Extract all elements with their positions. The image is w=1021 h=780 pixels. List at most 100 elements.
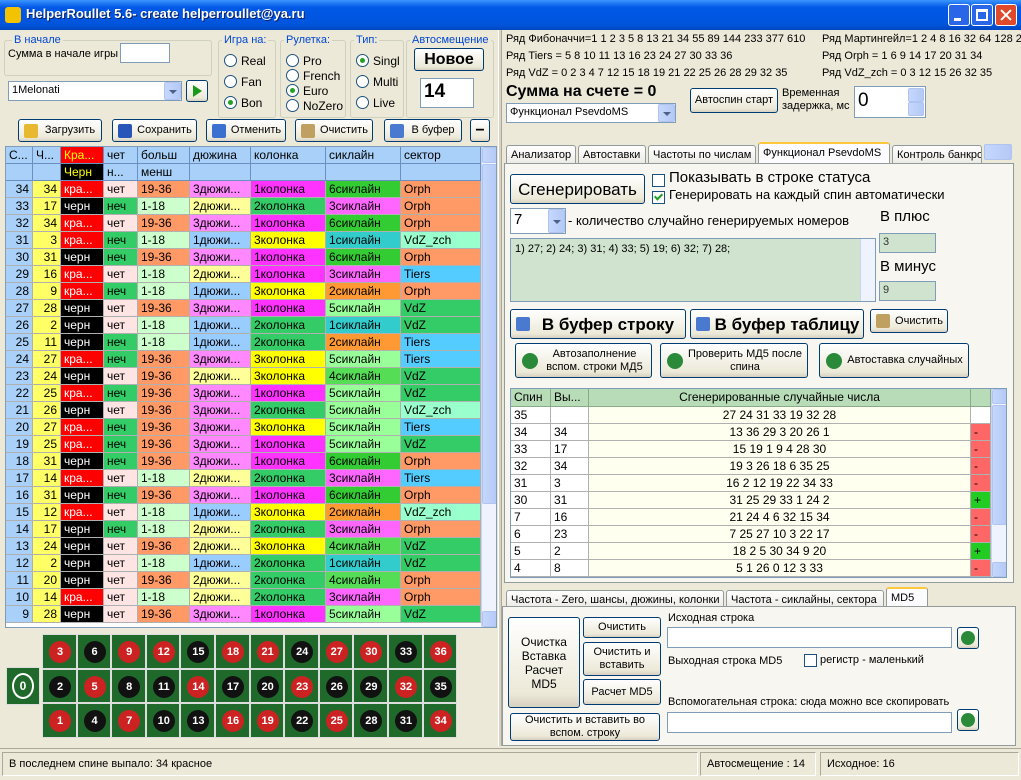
md5-main-button[interactable]: Очистка Вставка Расчет MD5: [508, 617, 580, 708]
play-button[interactable]: [186, 80, 208, 102]
board-cell[interactable]: 12: [145, 634, 181, 669]
board-cell[interactable]: 4: [76, 703, 112, 738]
zero-cell[interactable]: 0: [6, 667, 40, 705]
icon-button[interactable]: [957, 709, 979, 731]
board-cell[interactable]: 6: [76, 634, 112, 669]
tab[interactable]: Автоставки: [578, 145, 646, 163]
clear-paste-button[interactable]: Очистить и вставить: [583, 642, 661, 676]
board-cell[interactable]: 25: [318, 703, 354, 738]
scroll-up[interactable]: [992, 389, 1006, 404]
board-cell[interactable]: 14: [180, 668, 215, 703]
board-cell[interactable]: 1: [42, 703, 77, 738]
board-cell[interactable]: 26: [318, 668, 354, 703]
board-cell[interactable]: 28: [353, 703, 388, 738]
aux-paste-button[interactable]: Очистить и вставить во вспом. строку: [510, 713, 660, 741]
toolbar-button[interactable]: В буфер: [384, 119, 462, 142]
radio-button[interactable]: [286, 99, 299, 112]
checkbox[interactable]: [652, 174, 665, 187]
toolbar-button[interactable]: Очистить: [295, 119, 373, 142]
action-button[interactable]: Проверить МД5 после спина: [660, 343, 808, 378]
board-cell[interactable]: 8: [111, 668, 146, 703]
checkbox[interactable]: [652, 191, 665, 204]
board-cell[interactable]: 9: [111, 634, 146, 669]
board-cell[interactable]: 11: [145, 668, 181, 703]
radio-button[interactable]: [286, 84, 299, 97]
count-combo[interactable]: 7: [510, 208, 566, 234]
radio-button[interactable]: [224, 75, 237, 88]
board-cell[interactable]: 5: [76, 668, 112, 703]
source-input[interactable]: [667, 627, 952, 648]
board-cell[interactable]: 22: [284, 703, 319, 738]
spin-down[interactable]: [908, 102, 924, 116]
board-cell[interactable]: 10: [145, 703, 181, 738]
board-cell[interactable]: 24: [284, 634, 319, 669]
toolbar-button[interactable]: Отменить: [206, 119, 286, 142]
new-button[interactable]: Новое: [414, 48, 484, 71]
toolbar-button[interactable]: Загрузить: [18, 119, 102, 142]
icon-button[interactable]: [957, 627, 979, 649]
calc-md5-button[interactable]: Расчет MD5: [583, 679, 661, 705]
board-cell[interactable]: 35: [422, 668, 458, 703]
clear-button[interactable]: Очистить: [583, 617, 661, 638]
minimize-button[interactable]: [948, 4, 970, 26]
board-cell[interactable]: 3: [42, 634, 77, 669]
copy-button[interactable]: В буфер таблицу: [690, 309, 864, 339]
tab[interactable]: Функционал PsevdoMS: [758, 142, 890, 163]
board-cell[interactable]: 36: [422, 634, 458, 669]
scroll-thumb[interactable]: [482, 164, 496, 504]
board-cell[interactable]: 27: [318, 634, 354, 669]
tab[interactable]: Контроль банкро: [892, 145, 982, 163]
generate-button[interactable]: Сгенерировать: [510, 174, 645, 204]
scroll-up[interactable]: [482, 147, 496, 163]
board-cell[interactable]: 13: [180, 703, 215, 738]
board-cell[interactable]: 21: [249, 634, 285, 669]
board-cell[interactable]: 20: [249, 668, 285, 703]
action-button[interactable]: Автоставка случайных: [819, 343, 969, 378]
start-sum-input[interactable]: [120, 43, 170, 63]
profile-combo[interactable]: 1Melonati: [8, 81, 182, 101]
delay-spinbox[interactable]: 0: [854, 86, 926, 118]
copy-button[interactable]: Очистить: [870, 309, 948, 333]
board-cell[interactable]: 17: [215, 668, 250, 703]
board-cell[interactable]: 19: [249, 703, 285, 738]
board-cell[interactable]: 33: [388, 634, 423, 669]
board-cell[interactable]: 23: [284, 668, 319, 703]
board-cell[interactable]: 16: [215, 703, 250, 738]
maximize-button[interactable]: [971, 4, 993, 26]
board-cell[interactable]: 32: [388, 668, 423, 703]
board-cell[interactable]: 30: [353, 634, 388, 669]
radio-button[interactable]: [356, 96, 369, 109]
tab[interactable]: Частоты по числам: [648, 145, 756, 163]
tab[interactable]: Частота - Zero, шансы, дюжины, колонки: [506, 590, 724, 607]
toolbar-button[interactable]: Сохранить: [112, 119, 197, 142]
radio-button[interactable]: [224, 96, 237, 109]
radio-button[interactable]: [356, 75, 369, 88]
toolbar-button[interactable]: −: [470, 119, 490, 142]
radio-button[interactable]: [286, 54, 299, 67]
board-cell[interactable]: 31: [388, 703, 423, 738]
scroll-down[interactable]: [482, 611, 496, 627]
radio-button[interactable]: [356, 54, 369, 67]
tab[interactable]: Анализатор: [506, 145, 576, 163]
tab-scroll[interactable]: [984, 144, 1012, 160]
autospin-button[interactable]: Автоспин старт: [690, 88, 778, 113]
board-cell[interactable]: 15: [180, 634, 215, 669]
board-cell[interactable]: 7: [111, 703, 146, 738]
close-button[interactable]: [995, 4, 1017, 26]
board-cell[interactable]: 2: [42, 668, 77, 703]
spin-up[interactable]: [908, 88, 924, 102]
board-cell[interactable]: 18: [215, 634, 250, 669]
board-cell[interactable]: 29: [353, 668, 388, 703]
radio-button[interactable]: [286, 69, 299, 82]
action-button[interactable]: Автозаполнение вспом. строки МД5: [515, 343, 652, 378]
aux-input[interactable]: [667, 712, 952, 733]
scroll-thumb[interactable]: [992, 405, 1006, 525]
radio-button[interactable]: [224, 54, 237, 67]
scroll-down[interactable]: [992, 562, 1006, 577]
tab[interactable]: MD5: [886, 587, 928, 607]
checkbox[interactable]: [804, 654, 817, 667]
mode-combo[interactable]: Функционал PsevdoMS: [506, 103, 676, 123]
copy-button[interactable]: В буфер строку: [510, 309, 686, 339]
tab[interactable]: Частота - сиклайны, сектора: [726, 590, 884, 607]
board-cell[interactable]: 34: [422, 703, 458, 738]
